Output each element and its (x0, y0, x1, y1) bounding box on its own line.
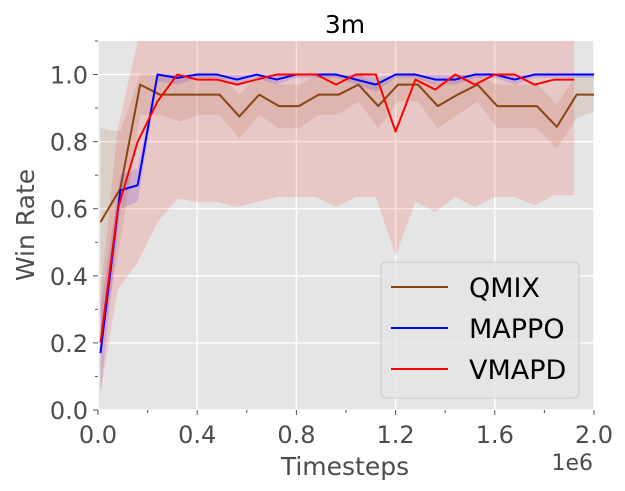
legend: QMIX MAPPO VMAPD (380, 261, 580, 399)
y-axis-label: Win Rate (11, 169, 40, 281)
series-lines (99, 73, 594, 354)
mappo-line (99, 73, 594, 354)
x-tick-label: 0.8 (277, 421, 315, 449)
qmix-legend-label: QMIX (469, 273, 540, 304)
y-tick-label: 0.8 (50, 129, 88, 157)
x-tick-label: 1.6 (476, 421, 514, 449)
x-tick-label: 2.0 (575, 421, 613, 449)
vmapd-legend-label: VMAPD (469, 355, 566, 386)
y-tick-label: 0.4 (50, 263, 88, 291)
x-tick-label: 0.4 (178, 421, 216, 449)
x-axis-label: Timesteps (280, 452, 409, 481)
vmapd-line (99, 73, 575, 344)
x-tick-label: 1.2 (377, 421, 415, 449)
y-tick-label: 1.0 (50, 62, 88, 90)
axis-ticks: 0.0 0.4 0.8 1.2 1.6 2.0 0.0 0.2 0.4 0.6 0.8 1.0 (50, 40, 613, 449)
confidence-bands (100, 41, 594, 394)
qmix-line (99, 83, 594, 223)
y-tick-label: 0.0 (50, 397, 88, 425)
qmix-band (100, 74, 594, 350)
vmapd-band (100, 41, 575, 394)
x-axis-offset-label: 1e6 (551, 451, 593, 476)
y-tick-label: 0.6 (50, 196, 88, 224)
legend-box (380, 261, 580, 399)
mappo-legend-label: MAPPO (469, 314, 565, 345)
chart-title: 3m (325, 10, 365, 39)
x-tick-label: 0.0 (79, 421, 117, 449)
grid-lines (97, 41, 595, 411)
y-tick-label: 0.2 (50, 330, 88, 358)
